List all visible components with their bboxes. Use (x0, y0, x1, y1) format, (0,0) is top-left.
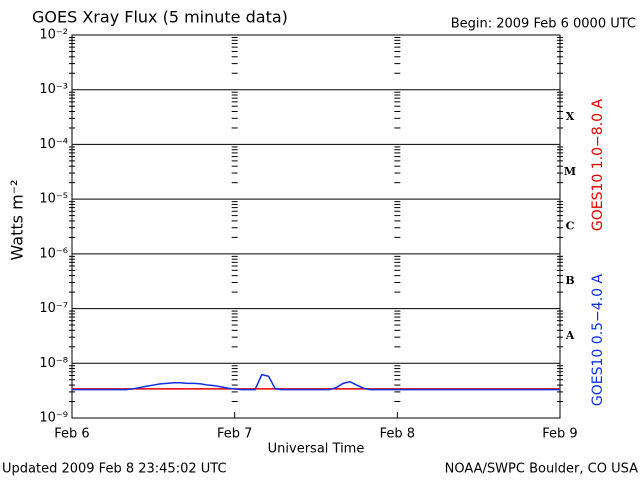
y-axis-label: Watts m⁻² (8, 179, 27, 260)
y-tick-label: 10⁻⁶ (39, 246, 68, 261)
y-tick-label: 10⁻³ (39, 82, 68, 97)
plot-frame (71, 34, 561, 419)
flare-class: B (565, 274, 574, 287)
y-tick-label: 10⁻⁹ (39, 411, 68, 426)
series-line (72, 373, 560, 391)
x-tick-label: Feb 9 (542, 427, 577, 442)
chart-subtitle: Begin: 2009 Feb 6 0000 UTC (451, 17, 636, 32)
legend-entry: GOES10 0.5−4.0 A (590, 274, 606, 407)
y-tick-label: 10⁻⁷ (39, 301, 68, 316)
flare-class: M (564, 165, 576, 178)
y-tick-label: 10⁻⁴ (39, 137, 68, 152)
y-tick-label: 10⁻⁸ (39, 356, 68, 371)
x-axis-label: Universal Time (268, 442, 365, 457)
x-tick-label: Feb 6 (54, 427, 89, 442)
y-tick-label: 10⁻² (39, 28, 68, 43)
y-tick-label: 10⁻⁵ (39, 192, 68, 207)
flare-class: A (565, 329, 575, 342)
x-tick-label: Feb 8 (380, 427, 415, 442)
legend-entry: GOES10 1.0−8.0 A (590, 99, 606, 232)
flare-class: C (566, 220, 575, 233)
x-tick-label: Feb 7 (217, 427, 252, 442)
footer-left: Updated 2009 Feb 8 23:45:02 UTC (2, 462, 227, 477)
chart-title: GOES Xray Flux (5 minute data) (32, 8, 288, 27)
footer-right: NOAA/SWPC Boulder, CO USA (445, 462, 638, 477)
flare-class: X (566, 110, 575, 123)
